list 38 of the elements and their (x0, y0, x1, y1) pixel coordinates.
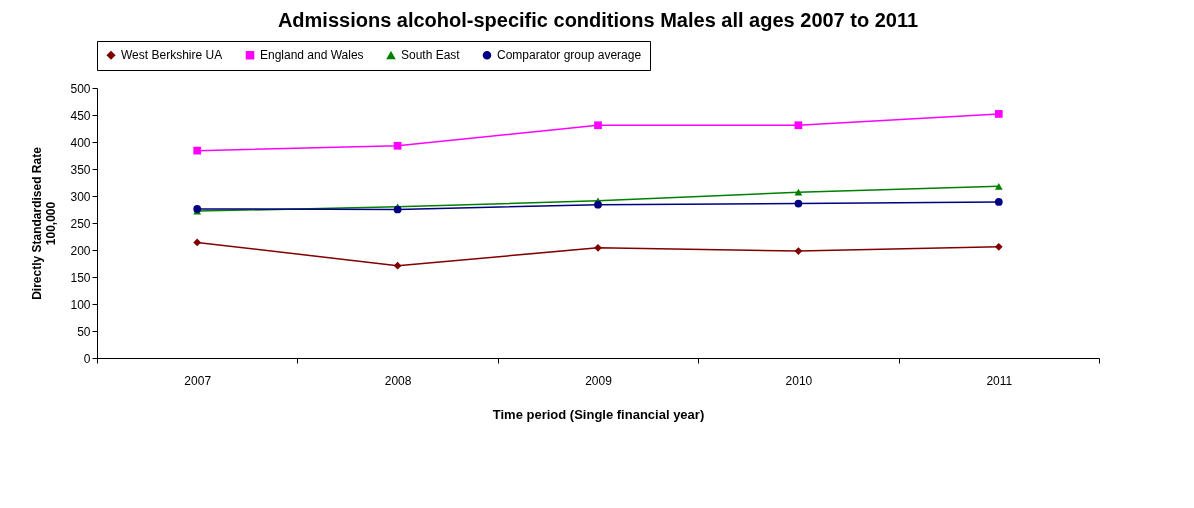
point (994, 110, 1003, 118)
y-tick-label: 250 (70, 216, 91, 231)
y-axis-title: Directly Standardised Rate 100,000 (30, 146, 59, 300)
y-tick-label: 350 (70, 162, 91, 177)
y-tick-label: 200 (70, 243, 91, 258)
point (794, 199, 803, 208)
point (794, 247, 803, 255)
y-tick-label: 300 (70, 189, 91, 204)
x-tick-label: 2008 (384, 373, 412, 388)
point (193, 146, 202, 155)
x-axis-title: Time period (Single financial year) (492, 406, 705, 422)
point (794, 188, 803, 196)
x-tick-label: 2011 (986, 373, 1013, 388)
point (594, 121, 602, 130)
y-tick-label: 150 (70, 270, 91, 285)
point (794, 121, 803, 130)
point (594, 200, 602, 209)
point (994, 182, 1003, 190)
legend-label: West Berkshire UA (121, 48, 223, 63)
point (994, 198, 1003, 206)
point (193, 238, 202, 247)
x-tick-label: 2009 (585, 373, 613, 388)
y-tick-label: 450 (70, 108, 91, 123)
legend-label: Comparator group average (497, 48, 642, 63)
x-tick-label: 2010 (785, 373, 813, 388)
y-tick-label: 500 (70, 81, 91, 96)
y-tick-label: 50 (77, 324, 91, 339)
legend-label: South East (401, 48, 461, 63)
x-tick-label: 2007 (184, 373, 212, 388)
y-tick-label: 400 (70, 135, 91, 150)
y-tick-label: 0 (83, 351, 91, 366)
point (594, 243, 602, 252)
point (393, 141, 402, 150)
chart-title: Admissions alcohol-specific conditions Males all ages 2007 to 2011 (277, 8, 919, 31)
point (393, 261, 402, 270)
y-tick-label: 100 (70, 297, 91, 312)
point (994, 242, 1003, 251)
legend-label: England and Wales (260, 48, 364, 63)
